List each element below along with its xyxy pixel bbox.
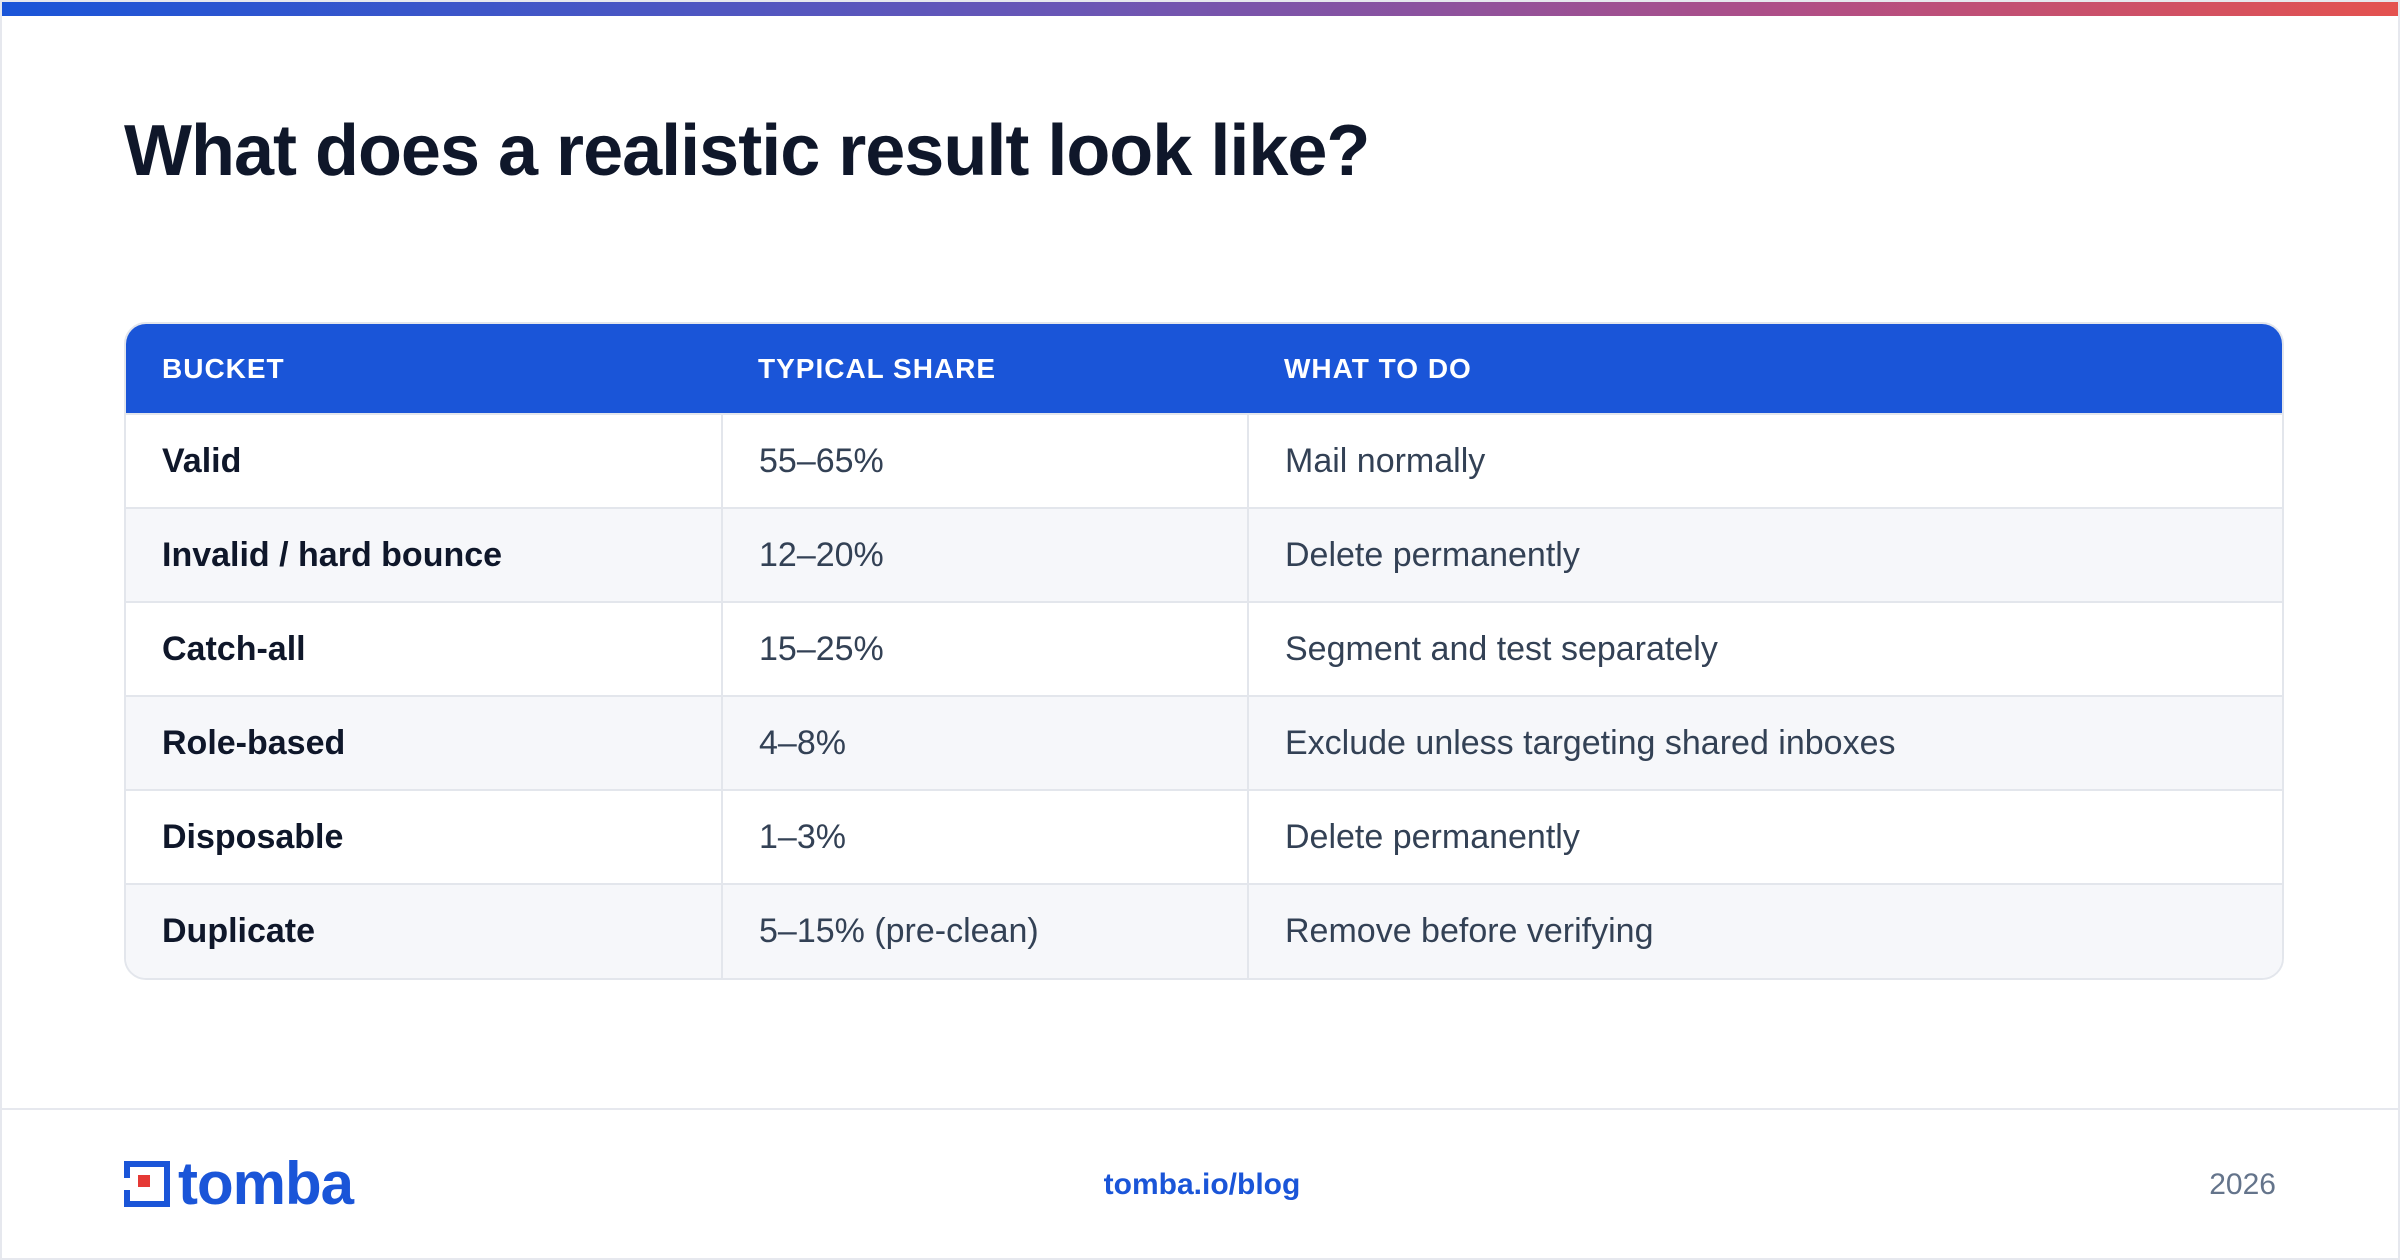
cell-bucket: Disposable <box>162 817 344 856</box>
cell-action: Exclude unless targeting shared inboxes <box>1247 696 2282 790</box>
cell-action: Delete permanently <box>1247 508 2282 602</box>
table-row: Duplicate 5–15% (pre-clean) Remove befor… <box>126 884 2282 978</box>
cell-share: 12–20% <box>721 508 1248 602</box>
table-header: BUCKET TYPICAL SHARE WHAT TO DO <box>126 324 2282 414</box>
table-row: Valid 55–65% Mail normally <box>126 414 2282 508</box>
cell-share: 55–65% <box>721 414 1248 508</box>
page-title: What does a realistic result look like? <box>124 111 1370 191</box>
header-typical-share: TYPICAL SHARE <box>758 352 997 384</box>
cell-action: Delete permanently <box>1247 790 2282 884</box>
footer-url-link[interactable]: tomba.io/blog <box>1103 1168 1301 1201</box>
cell-bucket: Role-based <box>162 723 346 762</box>
header-what-to-do: WHAT TO DO <box>1284 352 1472 384</box>
table-row: Catch-all 15–25% Segment and test separa… <box>126 602 2282 696</box>
tomba-logo-icon <box>124 1161 170 1207</box>
table-row: Role-based 4–8% Exclude unless targeting… <box>126 696 2282 790</box>
cell-bucket: Invalid / hard bounce <box>162 535 503 574</box>
table-body: Valid 55–65% Mail normally Invalid / har… <box>126 414 2282 978</box>
cell-share: 1–3% <box>721 790 1248 884</box>
results-table-card: BUCKET TYPICAL SHARE WHAT TO DO Valid 55… <box>124 322 2284 980</box>
header-bucket: BUCKET <box>162 352 285 384</box>
cell-action: Remove before verifying <box>1247 884 2282 978</box>
cell-share: 15–25% <box>721 602 1248 696</box>
cell-action: Segment and test separately <box>1247 602 2282 696</box>
results-table: BUCKET TYPICAL SHARE WHAT TO DO Valid 55… <box>126 324 2282 978</box>
footer-year: 2026 <box>2209 1168 2276 1201</box>
cell-bucket: Catch-all <box>162 629 306 668</box>
table-row: Invalid / hard bounce 12–20% Delete perm… <box>126 508 2282 602</box>
cell-action: Mail normally <box>1247 414 2282 508</box>
tomba-logo[interactable]: tomba <box>124 1150 354 1217</box>
gradient-top-bar <box>2 2 2398 16</box>
table-header-row: BUCKET TYPICAL SHARE WHAT TO DO <box>126 324 2282 414</box>
cell-share: 5–15% (pre-clean) <box>721 884 1248 978</box>
logo-wordmark: tomba <box>178 1150 354 1217</box>
cell-bucket: Duplicate <box>162 912 316 950</box>
footer-divider <box>2 1108 2398 1110</box>
cell-bucket: Valid <box>162 441 242 480</box>
table-row: Disposable 1–3% Delete permanently <box>126 790 2282 884</box>
cell-share: 4–8% <box>721 696 1248 790</box>
